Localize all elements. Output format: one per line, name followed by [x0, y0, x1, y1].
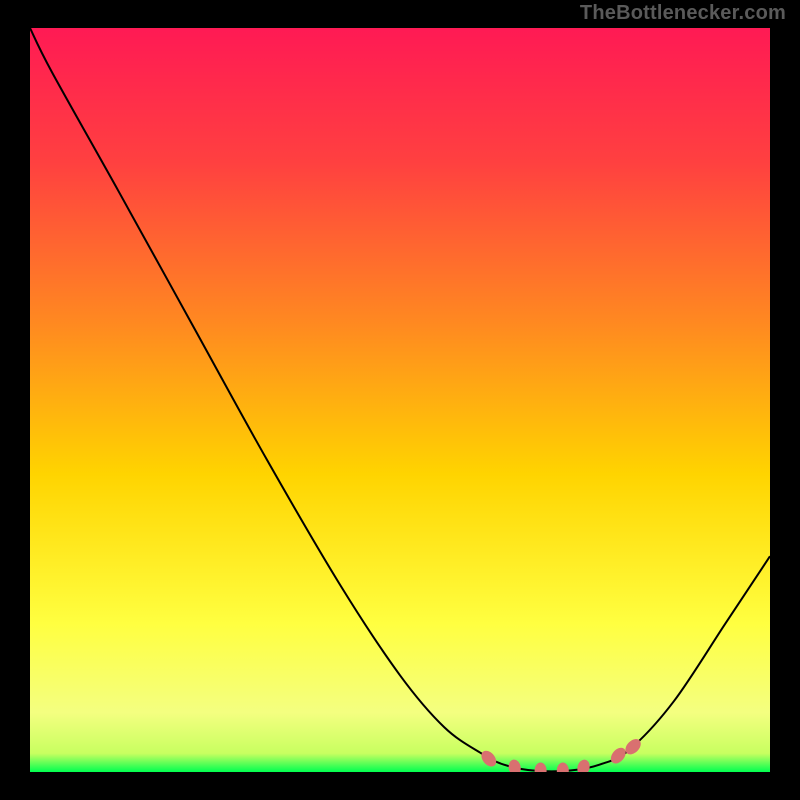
curve-marker [576, 758, 592, 772]
curve-marker [535, 763, 547, 772]
chart-container: TheBottlenecker.com [0, 0, 800, 800]
plot-area [30, 28, 770, 772]
curve-marker [507, 759, 522, 772]
curve-marker [608, 745, 629, 767]
curve-marker [478, 748, 499, 770]
watermark-text: TheBottlenecker.com [580, 2, 786, 25]
curve-marker [557, 763, 569, 772]
curve-layer [30, 28, 770, 772]
bottleneck-curve [30, 28, 770, 771]
